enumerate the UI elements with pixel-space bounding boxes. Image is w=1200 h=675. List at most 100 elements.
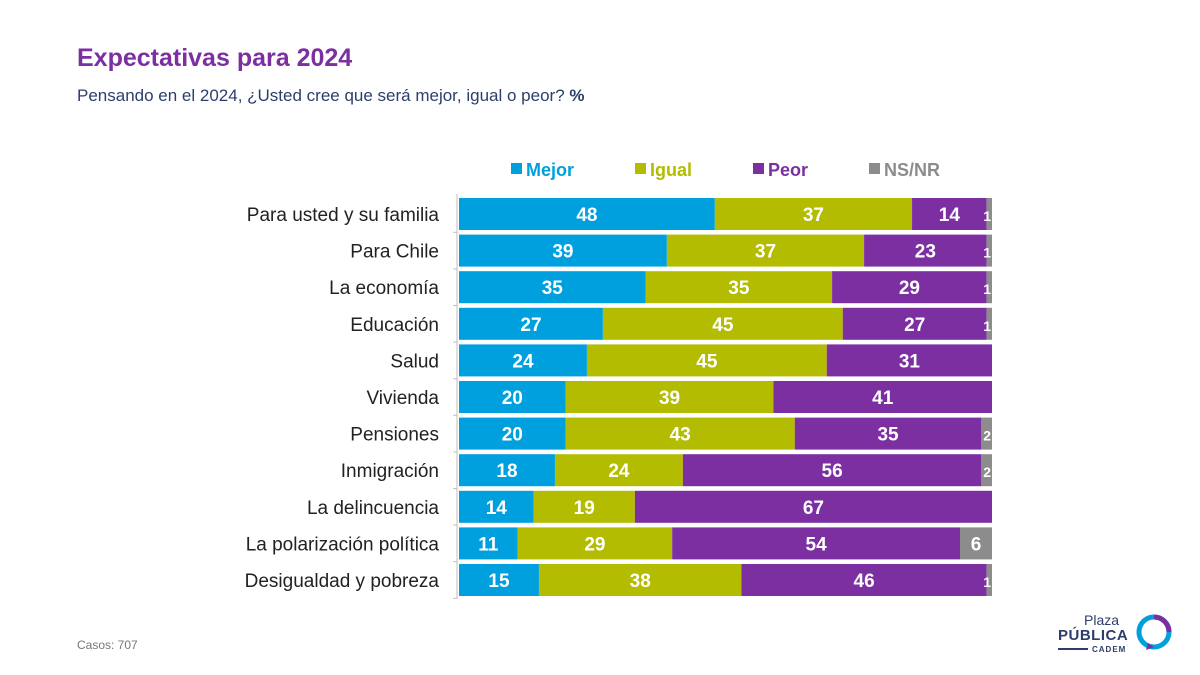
category-label: Para Chile (350, 242, 439, 263)
bar-segment (602, 307, 843, 340)
data-label: 39 (659, 388, 680, 409)
bar-segment (538, 564, 742, 596)
data-label: 6 (971, 534, 982, 555)
data-label: 24 (608, 461, 630, 482)
legend-label: Igual (650, 160, 692, 180)
bar-segment (645, 271, 833, 304)
bar-segment (459, 344, 587, 377)
bar-segment (459, 381, 566, 413)
bar-segment (517, 527, 673, 560)
bar-segment (672, 527, 961, 560)
category-label: Inmigración (341, 461, 439, 482)
legend-item: Peor (753, 160, 808, 180)
data-label: 20 (502, 425, 523, 446)
bar-segment (986, 234, 992, 267)
category-label: Vivienda (366, 388, 439, 409)
subtitle-unit: % (569, 86, 585, 105)
data-label: 45 (712, 315, 734, 336)
bar-segment (912, 198, 987, 230)
bar-segment (459, 564, 539, 596)
bar-segment (773, 381, 992, 413)
data-label: 37 (755, 242, 776, 263)
bar-segment (459, 234, 667, 267)
category-label: Educación (350, 315, 439, 336)
data-label: 48 (576, 205, 597, 226)
bar-segment (459, 454, 555, 487)
legend-swatch (869, 163, 880, 174)
bar-segment (459, 271, 646, 304)
data-label: 31 (899, 351, 921, 372)
legend-label: Mejor (526, 160, 574, 180)
logo-mark-icon (1136, 614, 1172, 650)
bar-segment (794, 417, 982, 450)
bar-segment (682, 454, 982, 487)
bar-segment (826, 344, 992, 377)
data-label: 37 (803, 205, 824, 226)
bar-segment (459, 527, 518, 560)
data-label: 2 (983, 428, 991, 444)
legend-item: NS/NR (869, 160, 940, 180)
data-label: 1 (983, 318, 991, 334)
legend-item: Mejor (511, 160, 574, 180)
data-label: 14 (486, 498, 508, 519)
data-label: 43 (670, 425, 691, 446)
subtitle-question: Pensando en el 2024, ¿Usted cree que ser… (77, 86, 565, 105)
bar-segment (634, 490, 992, 523)
bar-segment (986, 564, 992, 596)
category-label: Salud (390, 351, 439, 372)
data-label: 20 (502, 388, 523, 409)
bar-segment (714, 198, 913, 230)
data-label: 18 (496, 461, 517, 482)
bar-segment (981, 454, 992, 487)
chart-title: Expectativas para 2024 (77, 44, 353, 72)
legend-label: Peor (768, 160, 808, 180)
data-label: 1 (983, 281, 991, 297)
bar-segment (864, 234, 987, 267)
data-label: 45 (696, 351, 718, 372)
data-label: 24 (512, 351, 534, 372)
category-label: La delincuencia (307, 498, 439, 519)
data-label: 56 (822, 461, 843, 482)
chart-subtitle: Pensando en el 2024, ¿Usted cree que ser… (77, 86, 585, 106)
bar-segment (986, 198, 992, 230)
bar-segment (842, 307, 987, 340)
bar-segment (565, 417, 795, 450)
logo-line-publica: PÚBLICA (1058, 627, 1129, 644)
data-label: 15 (488, 571, 510, 592)
bar-segment (981, 417, 992, 450)
category-label: Pensiones (350, 425, 439, 446)
data-label: 1 (983, 208, 991, 224)
data-label: 67 (803, 498, 824, 519)
data-label: 38 (630, 571, 651, 592)
data-label: 23 (915, 242, 936, 263)
bar-segment (565, 381, 774, 413)
category-label: La economía (329, 278, 439, 299)
legend-swatch (753, 163, 764, 174)
logo-underline (1058, 648, 1088, 650)
data-label: 14 (939, 205, 961, 226)
sample-size-note: Casos: 707 (77, 638, 138, 652)
bar-segment (832, 271, 987, 304)
data-label: 1 (983, 574, 991, 590)
bar-segment (960, 527, 992, 560)
bar-segment (666, 234, 865, 267)
legend-swatch (635, 163, 646, 174)
bar-segment (986, 271, 992, 304)
bar-segment (586, 344, 827, 377)
data-label: 46 (854, 571, 875, 592)
data-label: 35 (728, 278, 750, 299)
data-label: 11 (478, 534, 499, 555)
legend-item: Igual (635, 160, 692, 180)
data-label: 2 (983, 464, 991, 480)
bar-segment (741, 564, 987, 596)
bar-segment (459, 307, 603, 340)
data-label: 29 (584, 534, 605, 555)
logo-line-plaza: Plaza (1084, 612, 1120, 628)
bar-segment (459, 417, 566, 450)
bar-segment (459, 490, 534, 523)
data-label: 41 (872, 388, 894, 409)
data-label: 54 (806, 534, 828, 555)
data-label: 29 (899, 278, 920, 299)
logo-line-cadem: CADEM (1092, 645, 1127, 654)
